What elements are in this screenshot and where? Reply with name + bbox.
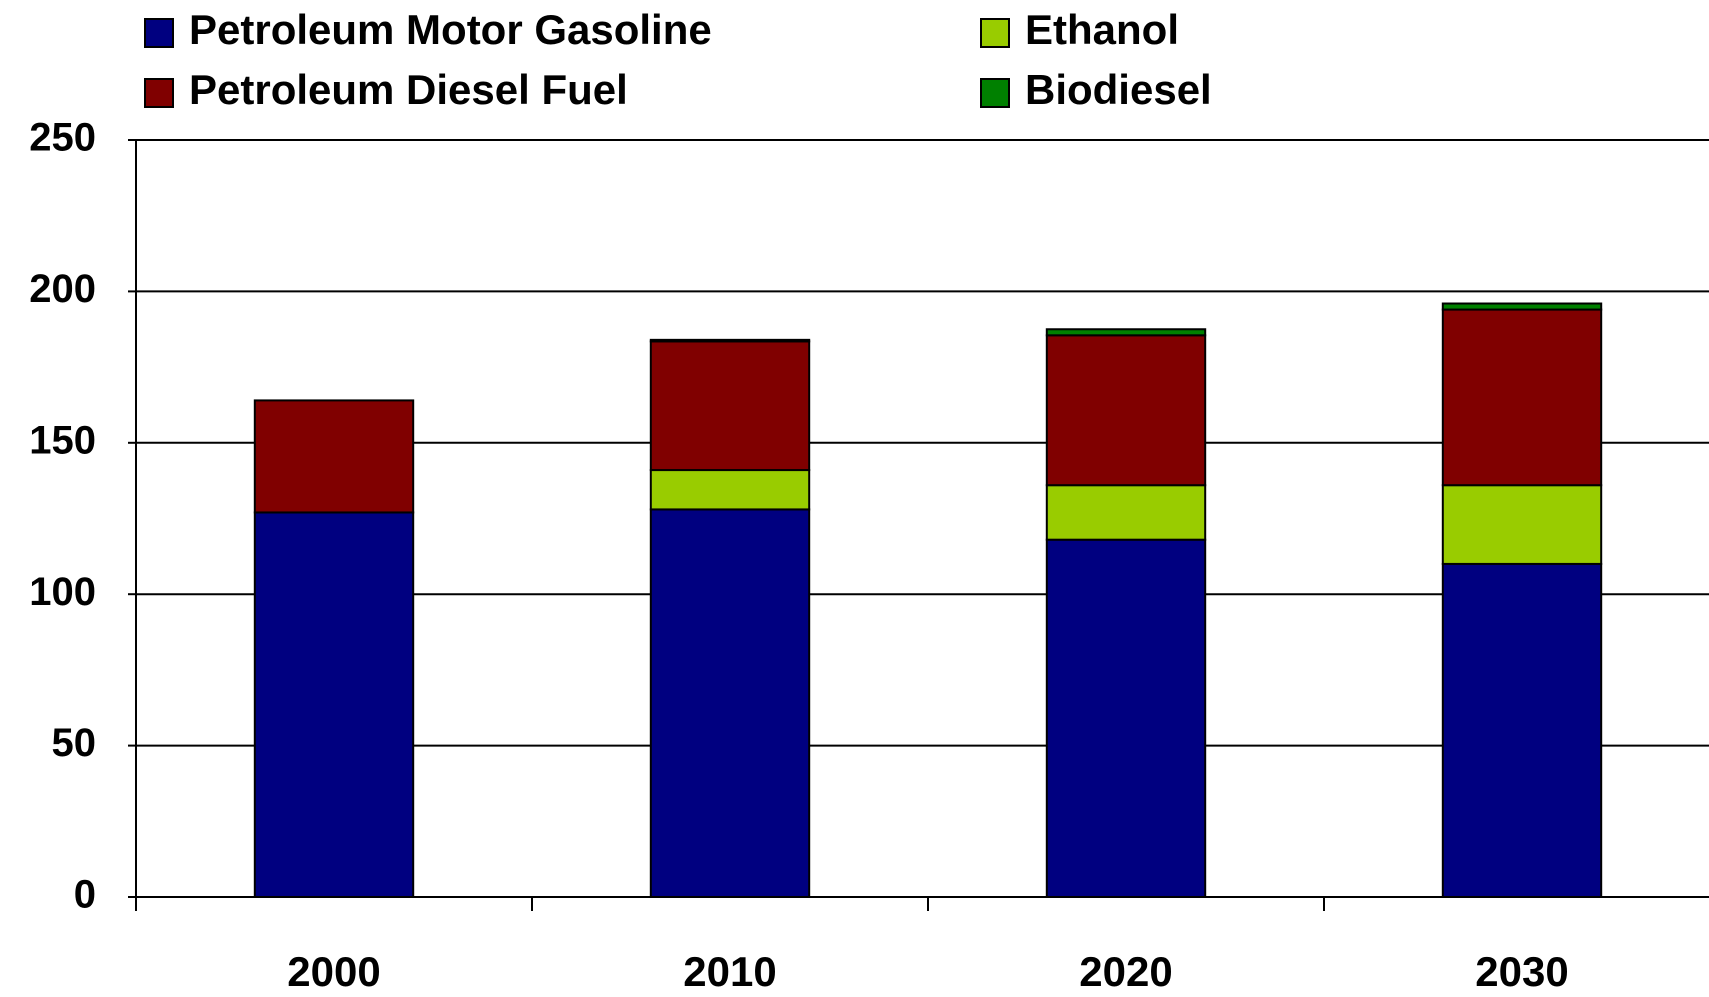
bar-segment [1441, 484, 1603, 565]
bar-segment [649, 338, 811, 343]
legend-label: Petroleum Diesel Fuel [189, 66, 628, 113]
bar-segment [1441, 302, 1603, 311]
legend-swatch [144, 78, 174, 108]
bar-segment [649, 469, 811, 511]
x-tick-label: 2000 [287, 948, 380, 995]
y-tick-label: 150 [29, 418, 96, 462]
x-tick-label: 2010 [683, 948, 776, 995]
legend-label: Biodiesel [1025, 66, 1212, 113]
legend-label: Petroleum Motor Gasoline [189, 6, 712, 53]
bar-segment [649, 340, 811, 472]
bar-segment [1441, 562, 1603, 898]
bar-segment [1045, 328, 1207, 337]
legend-swatch [980, 18, 1010, 48]
y-tick-label: 100 [29, 570, 96, 614]
legend-label: Ethanol [1025, 6, 1179, 53]
bar-segment [649, 508, 811, 898]
legend-swatch [980, 78, 1010, 108]
legend-swatch [144, 18, 174, 48]
y-tick-label: 250 [29, 116, 96, 160]
y-tick-label: 50 [52, 721, 97, 765]
y-tick-label: 200 [29, 267, 96, 311]
bar-segment [253, 399, 415, 514]
bar-segment [253, 511, 415, 898]
bar-segment [1045, 334, 1207, 487]
y-tick-label: 0 [74, 873, 96, 917]
x-tick-label: 2020 [1079, 948, 1172, 995]
bar-segment [1441, 308, 1603, 487]
bar-segment [1045, 484, 1207, 541]
bar-segment [1045, 538, 1207, 898]
x-tick-label: 2030 [1475, 948, 1568, 995]
